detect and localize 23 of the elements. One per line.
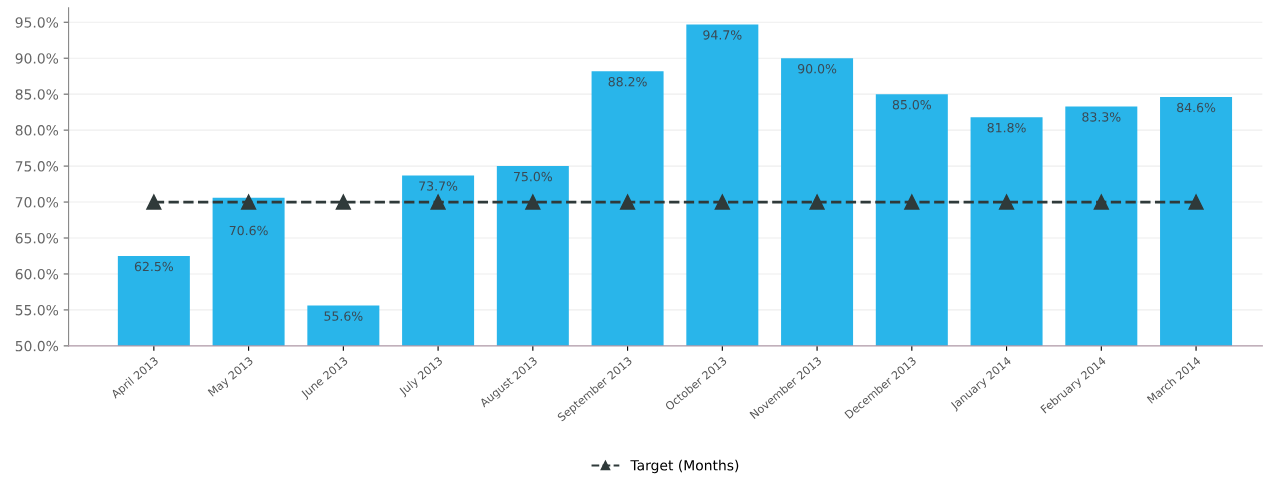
y-tick-label: 70.0% [15,197,59,208]
data-label: 75.0% [514,171,552,182]
y-tick-label: 90.0% [15,53,59,64]
y-tick-label: 80.0% [15,125,59,136]
y-tick-label: 95.0% [15,17,59,28]
legend-label: Target (Months) [630,459,739,474]
y-tick-label: 75.0% [15,161,59,172]
data-label: 81.8% [987,122,1026,133]
y-tick-label: 60.0% [15,268,59,280]
data-label: 83.3% [1082,112,1121,122]
data-label: 62.5% [134,261,174,272]
y-tick-label: 55.0% [15,304,59,316]
data-label: 84.6% [1177,102,1216,113]
y-tick-label: 50.0% [15,340,59,352]
y-tick-label: 85.0% [15,89,59,100]
data-label: 85.0% [892,99,931,110]
data-label: 94.7% [703,30,742,40]
data-label: 70.6% [229,225,268,236]
data-label: 55.6% [324,311,363,321]
data-label: 88.2% [608,76,647,87]
data-label: 73.7% [419,181,458,191]
data-label: 90.0% [798,63,837,74]
y-tick-label: 65.0% [15,232,59,244]
